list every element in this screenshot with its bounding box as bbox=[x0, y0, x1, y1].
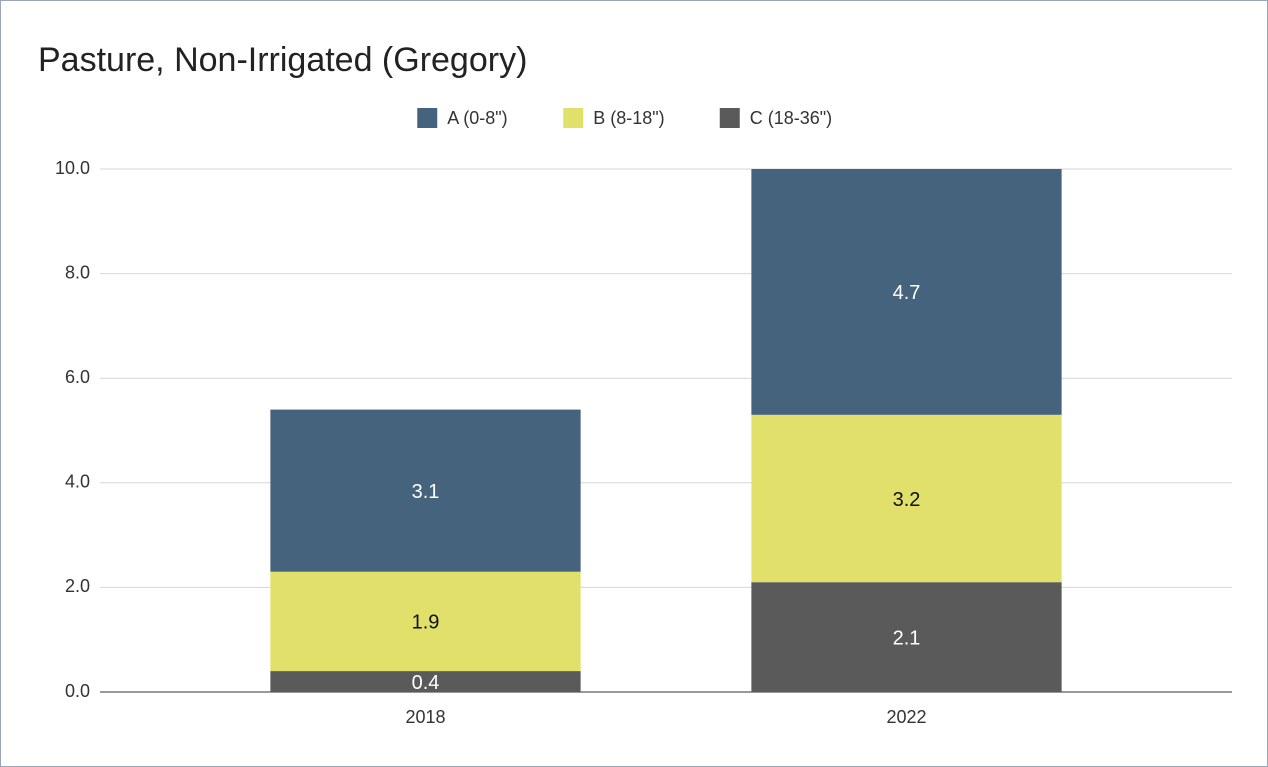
bar-segment bbox=[270, 671, 581, 692]
legend-swatch bbox=[417, 108, 438, 128]
data-label: 1.9 bbox=[412, 612, 440, 634]
bar-segment bbox=[751, 582, 1062, 692]
legend-label: C (18-36") bbox=[750, 108, 832, 128]
y-tick-label: 2.0 bbox=[65, 576, 90, 596]
legend-swatch bbox=[563, 108, 584, 128]
bar-segment bbox=[270, 571, 581, 672]
legend-swatch bbox=[719, 108, 740, 128]
y-tick-label: 6.0 bbox=[65, 367, 90, 387]
bar-segment bbox=[751, 169, 1062, 415]
data-label: 3.1 bbox=[412, 481, 440, 503]
y-tick-label: 8.0 bbox=[65, 262, 90, 282]
bar-segment bbox=[270, 409, 581, 572]
legend-label: A (0-8") bbox=[447, 108, 507, 128]
y-tick-label: 0.0 bbox=[65, 681, 90, 701]
chart-title: Pasture, Non-Irrigated (Gregory) bbox=[38, 41, 527, 79]
x-tick-label: 2022 bbox=[886, 707, 926, 727]
data-label: 0.4 bbox=[412, 672, 440, 694]
data-label: 3.2 bbox=[893, 489, 921, 511]
y-tick-label: 4.0 bbox=[65, 472, 90, 492]
legend-label: B (8-18") bbox=[593, 108, 664, 128]
bar-segment bbox=[751, 414, 1062, 583]
y-tick-label: 10.0 bbox=[55, 158, 90, 178]
data-label: 4.7 bbox=[893, 282, 921, 304]
x-tick-label: 2018 bbox=[405, 707, 445, 727]
data-label: 2.1 bbox=[893, 627, 921, 649]
